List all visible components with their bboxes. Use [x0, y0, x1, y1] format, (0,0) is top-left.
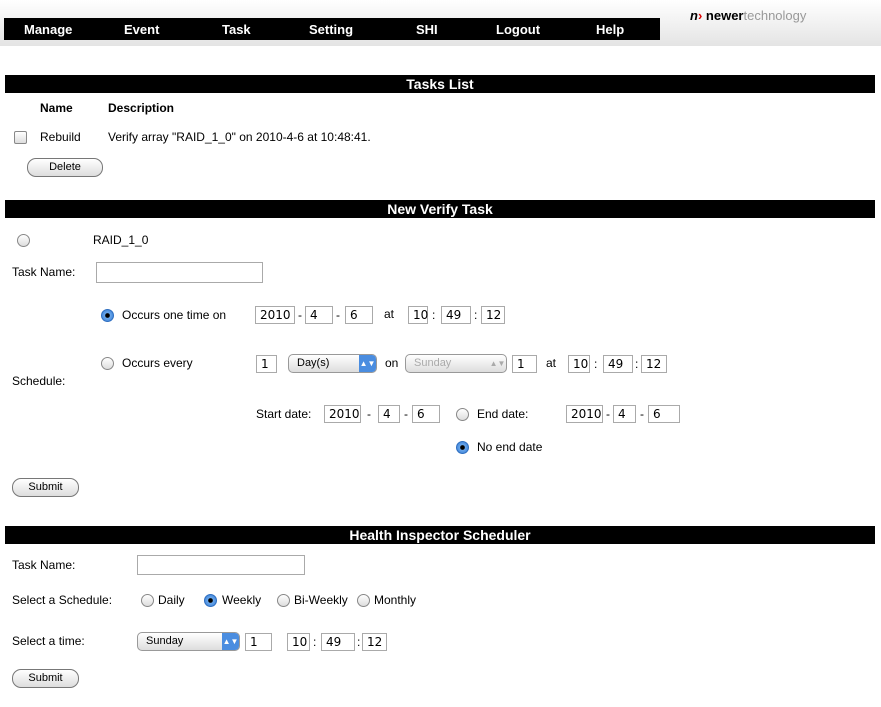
daily-label: Daily — [158, 593, 185, 607]
nav-logout[interactable]: Logout — [496, 21, 541, 37]
sep: - — [404, 407, 408, 421]
once-minute[interactable]: 49 — [441, 306, 471, 324]
nav-help[interactable]: Help — [596, 21, 625, 37]
health-task-name-label: Task Name: — [12, 558, 76, 572]
task-name-label: Task Name: — [12, 265, 76, 279]
nav-event[interactable]: Event — [124, 21, 160, 37]
once-hour[interactable]: 10 — [408, 306, 428, 324]
daily-radio[interactable] — [141, 594, 154, 607]
once-month[interactable]: 4 — [305, 306, 333, 324]
health-inspector-header: Health Inspector Scheduler — [5, 526, 875, 544]
select-arrows-icon: ▲▼ — [359, 355, 376, 372]
at-label: at — [384, 307, 395, 321]
occurs-every-label: Occurs every — [122, 356, 193, 370]
select-value: Sunday — [414, 357, 452, 369]
health-hour[interactable]: 10 — [287, 633, 310, 651]
sep: : — [474, 308, 478, 322]
no-end-date-label: No end date — [477, 440, 543, 454]
select-arrows-icon: ▲▼ — [222, 633, 239, 650]
every-minute[interactable]: 49 — [603, 355, 633, 373]
sep: - — [367, 407, 371, 421]
start-date-label: Start date: — [256, 407, 312, 421]
at-label: at — [546, 356, 557, 370]
sep: : — [594, 357, 598, 371]
tasks-list-header: Tasks List — [5, 75, 875, 93]
task-name-input[interactable] — [96, 262, 263, 283]
health-submit-button[interactable]: Submit — [12, 669, 79, 688]
sep: - — [336, 308, 340, 322]
bi-weekly-radio[interactable] — [277, 594, 290, 607]
nav-manage[interactable]: Manage — [24, 21, 73, 37]
occurs-once-radio[interactable] — [101, 309, 114, 322]
on-label: on — [385, 356, 399, 370]
sep: - — [640, 407, 644, 421]
every-weekday-select[interactable]: Sunday ▲▼ — [405, 354, 507, 373]
health-second[interactable]: 12 — [362, 633, 387, 651]
select-schedule-label: Select a Schedule: — [12, 593, 113, 607]
health-weekday-select[interactable]: Sunday ▲▼ — [137, 632, 240, 651]
once-second[interactable]: 12 — [481, 306, 505, 324]
task-description: Verify array "RAID_1_0" on 2010-4-6 at 1… — [108, 130, 371, 144]
new-verify-header: New Verify Task — [5, 200, 875, 218]
health-task-name-input[interactable] — [137, 555, 305, 575]
array-radio[interactable] — [17, 234, 30, 247]
start-month[interactable]: 4 — [378, 405, 400, 423]
nav-setting[interactable]: Setting — [309, 21, 354, 37]
select-value: Sunday — [146, 635, 184, 647]
every-second[interactable]: 12 — [641, 355, 667, 373]
end-month[interactable]: 4 — [613, 405, 636, 423]
weekly-radio[interactable] — [204, 594, 217, 607]
every-count[interactable]: 1 — [256, 355, 277, 373]
sep: : — [432, 308, 436, 322]
array-label: RAID_1_0 — [93, 233, 149, 247]
nav-bar: Manage Event Task Setting SHI Logout Hel… — [4, 18, 660, 40]
select-value: Day(s) — [297, 357, 330, 369]
task-checkbox[interactable] — [14, 131, 27, 144]
monthly-radio[interactable] — [357, 594, 370, 607]
occurs-every-radio[interactable] — [101, 357, 114, 370]
sep: : — [357, 635, 361, 649]
bi-weekly-label: Bi-Weekly — [294, 593, 348, 607]
logo: n› newertechnology — [690, 8, 807, 23]
sep: - — [298, 308, 302, 322]
select-time-label: Select a time: — [12, 634, 85, 648]
sep: - — [606, 407, 610, 421]
health-minute[interactable]: 49 — [321, 633, 355, 651]
nav-task[interactable]: Task — [222, 21, 251, 37]
schedule-label: Schedule: — [12, 374, 66, 388]
sep: : — [635, 357, 639, 371]
occurs-once-label: Occurs one time on — [122, 308, 227, 322]
monthly-label: Monthly — [374, 593, 417, 607]
delete-button[interactable]: Delete — [27, 158, 103, 177]
nav-shi[interactable]: SHI — [416, 21, 438, 37]
sep: : — [313, 635, 317, 649]
once-year[interactable]: 2010 — [255, 306, 295, 324]
start-year[interactable]: 2010 — [324, 405, 361, 423]
task-name: Rebuild — [40, 130, 81, 144]
select-arrows-icon: ▲▼ — [489, 359, 506, 368]
every-num[interactable]: 1 — [512, 355, 537, 373]
col-description: Description — [108, 101, 175, 115]
end-date-radio[interactable] — [456, 408, 469, 421]
every-hour[interactable]: 10 — [568, 355, 590, 373]
end-year[interactable]: 2010 — [566, 405, 603, 423]
verify-submit-button[interactable]: Submit — [12, 478, 79, 497]
end-day[interactable]: 6 — [648, 405, 680, 423]
every-unit-select[interactable]: Day(s) ▲▼ — [288, 354, 377, 373]
weekly-label: Weekly — [222, 593, 262, 607]
end-date-label: End date: — [477, 407, 529, 421]
start-day[interactable]: 6 — [412, 405, 440, 423]
col-name: Name — [40, 101, 73, 115]
no-end-date-radio[interactable] — [456, 441, 469, 454]
health-num[interactable]: 1 — [245, 633, 272, 651]
once-day[interactable]: 6 — [345, 306, 373, 324]
